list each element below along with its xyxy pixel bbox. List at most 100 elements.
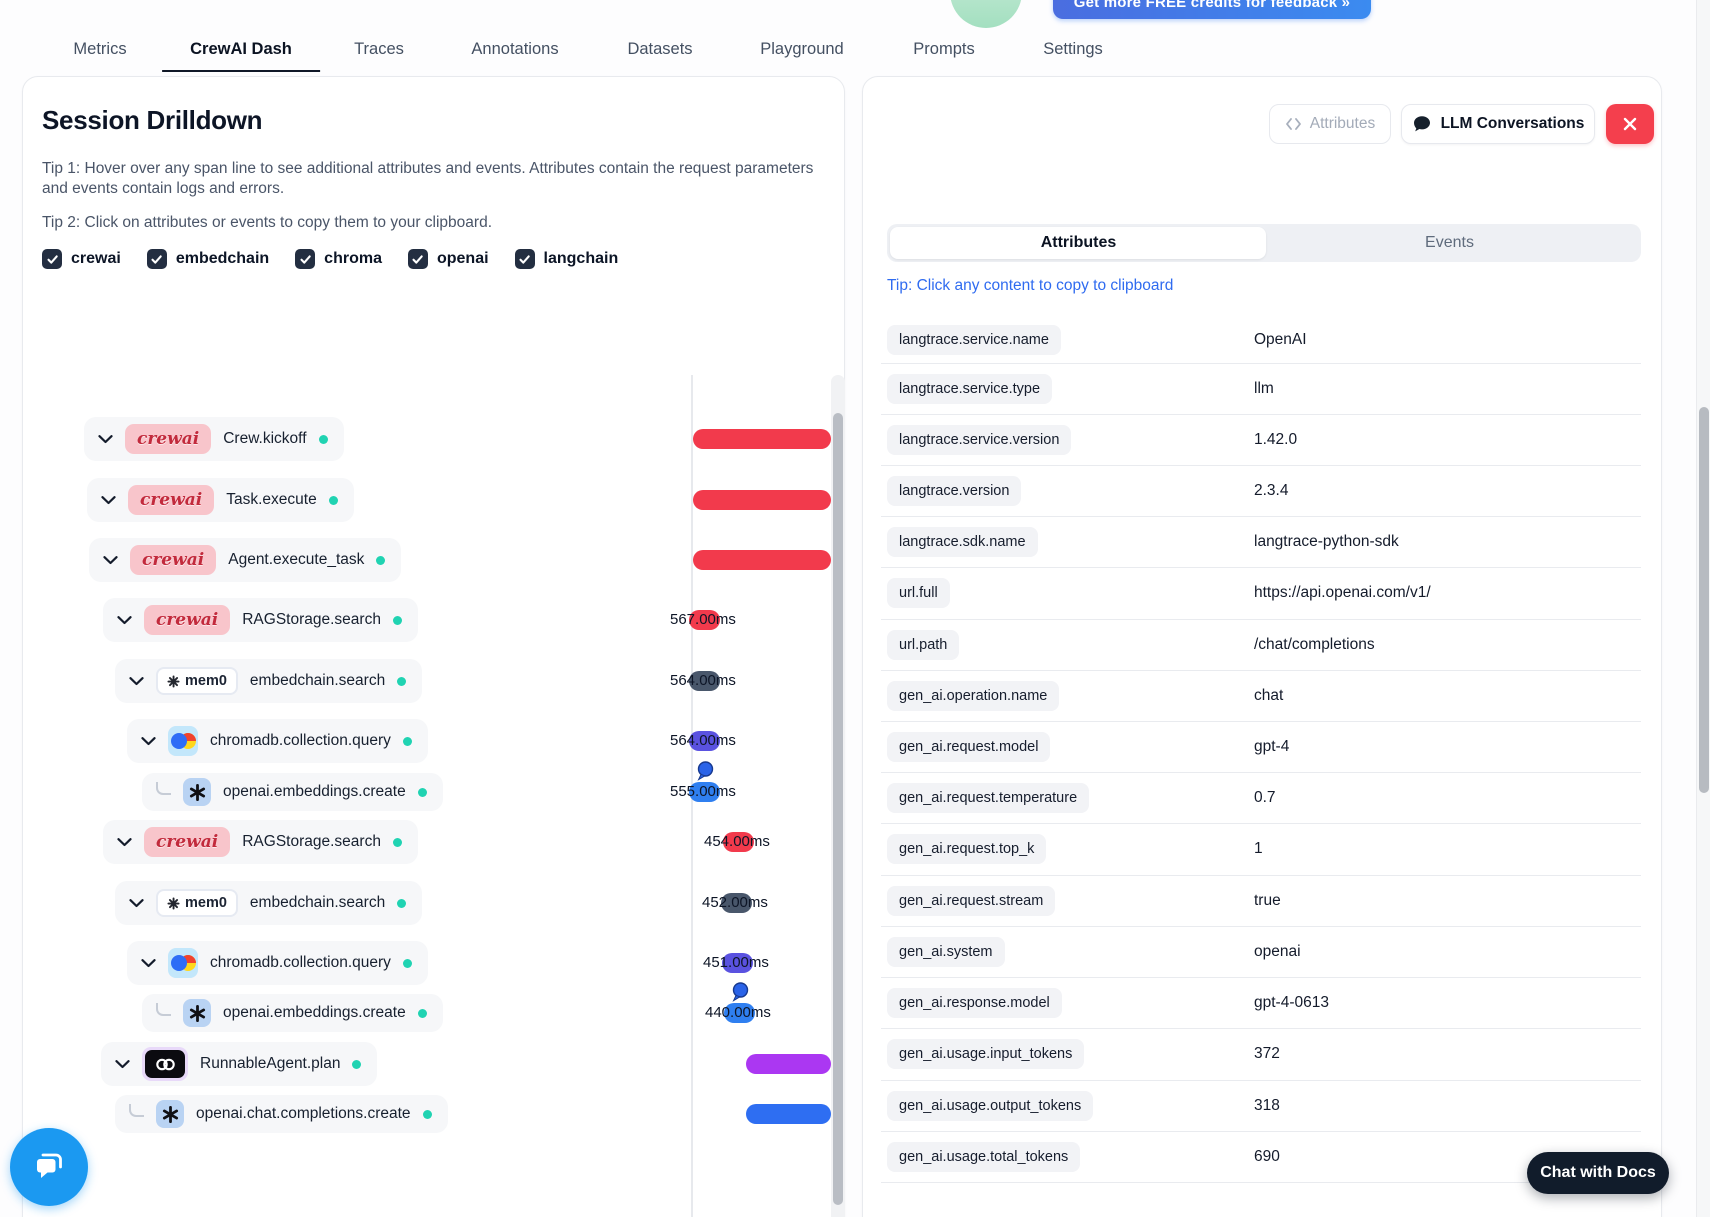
- llm-conversations-button[interactable]: LLM Conversations: [1401, 104, 1595, 144]
- tab-metrics[interactable]: Metrics: [73, 40, 127, 58]
- chevron-down-icon[interactable]: [141, 958, 156, 968]
- attributes-code-button[interactable]: Attributes: [1269, 104, 1391, 144]
- tab-datasets[interactable]: Datasets: [627, 40, 693, 58]
- filter-chroma[interactable]: chroma: [295, 249, 382, 269]
- attribute-value[interactable]: llm: [1254, 379, 1274, 397]
- attribute-key[interactable]: langtrace.service.name: [887, 325, 1061, 355]
- attribute-value[interactable]: 0.7: [1254, 788, 1276, 806]
- span-row-chromadb-collection-query[interactable]: chromadb.collection.query: [127, 941, 428, 985]
- attribute-value[interactable]: 1: [1254, 840, 1263, 857]
- checkbox-checked[interactable]: [407, 249, 428, 269]
- checkbox-checked[interactable]: [514, 249, 535, 269]
- tab-playground[interactable]: Playground: [760, 40, 844, 58]
- attribute-key[interactable]: url.path: [887, 629, 960, 660]
- tree-scrollbar[interactable]: [831, 375, 845, 1217]
- span-duration-bar[interactable]: [689, 610, 720, 630]
- checkbox-checked[interactable]: [42, 249, 62, 269]
- chat-launcher-button[interactable]: [10, 1128, 88, 1206]
- filter-openai[interactable]: openai: [407, 249, 489, 269]
- chevron-down-icon[interactable]: [103, 555, 118, 565]
- attribute-key[interactable]: gen_ai.usage.input_tokens: [887, 1039, 1085, 1069]
- span-row-embedchain-search[interactable]: mem0 embedchain.search: [115, 881, 423, 925]
- span-duration-bar[interactable]: [722, 953, 753, 973]
- avatar[interactable]: [950, 0, 1022, 28]
- chat-with-docs-button[interactable]: Chat with Docs: [1527, 1152, 1669, 1194]
- attribute-value[interactable]: true: [1254, 891, 1281, 909]
- span-row-ragstorage-search[interactable]: crewai RAGStorage.search: [103, 598, 418, 642]
- span-comment-indicator[interactable]: [729, 981, 750, 1007]
- close-button[interactable]: [1606, 104, 1654, 144]
- span-row-openai-chat-completions-create[interactable]: openai.chat.completions.create: [115, 1095, 448, 1133]
- span-duration-bar[interactable]: [723, 832, 754, 852]
- attribute-value[interactable]: 372: [1254, 1045, 1280, 1062]
- filter-langchain[interactable]: langchain: [514, 249, 618, 269]
- page-scrollbar[interactable]: [1696, 0, 1710, 1217]
- attribute-key[interactable]: langtrace.sdk.name: [887, 526, 1038, 557]
- span-comment-indicator[interactable]: [694, 760, 715, 786]
- span-duration-bar[interactable]: [693, 490, 831, 510]
- page-scrollbar-thumb[interactable]: [1699, 407, 1709, 793]
- span-duration-bar[interactable]: [689, 671, 720, 691]
- attribute-value[interactable]: 2.3.4: [1254, 481, 1289, 499]
- attribute-key[interactable]: gen_ai.operation.name: [887, 680, 1060, 711]
- attribute-value[interactable]: gpt-4: [1254, 737, 1290, 755]
- checkbox-checked[interactable]: [146, 249, 167, 269]
- span-duration-bar[interactable]: [746, 1104, 831, 1124]
- checkbox-checked[interactable]: [295, 249, 316, 269]
- span-row-ragstorage-search[interactable]: crewai RAGStorage.search: [103, 820, 418, 864]
- attribute-key[interactable]: gen_ai.response.model: [887, 987, 1062, 1018]
- span-row-openai-embeddings-create[interactable]: openai.embeddings.create: [142, 773, 443, 811]
- chevron-down-icon[interactable]: [129, 898, 144, 908]
- filter-embedchain[interactable]: embedchain: [146, 249, 269, 269]
- attribute-key[interactable]: gen_ai.usage.total_tokens: [887, 1141, 1081, 1172]
- chevron-down-icon[interactable]: [141, 736, 156, 746]
- attribute-value[interactable]: 318: [1254, 1096, 1280, 1114]
- attribute-key[interactable]: langtrace.service.version: [887, 424, 1072, 455]
- attribute-value[interactable]: https://api.openai.com/v1/: [1254, 584, 1431, 601]
- attribute-value[interactable]: 690: [1254, 1147, 1280, 1165]
- span-row-openai-embeddings-create[interactable]: openai.embeddings.create: [142, 994, 443, 1032]
- tab-attributes[interactable]: Attributes: [1040, 234, 1117, 251]
- attribute-value[interactable]: OpenAI: [1254, 331, 1307, 348]
- tab-crewai-dash[interactable]: CrewAI Dash: [162, 28, 320, 72]
- attribute-key[interactable]: url.full: [887, 578, 950, 608]
- span-row-chromadb-collection-query[interactable]: chromadb.collection.query: [127, 719, 428, 763]
- span-duration-bar[interactable]: [724, 1003, 755, 1023]
- attribute-key[interactable]: gen_ai.request.stream: [887, 885, 1056, 916]
- span-duration-bar[interactable]: [693, 429, 831, 449]
- chevron-down-icon[interactable]: [101, 495, 116, 505]
- attribute-value[interactable]: langtrace-python-sdk: [1254, 532, 1399, 550]
- tab-settings[interactable]: Settings: [1043, 40, 1103, 58]
- attribute-key[interactable]: langtrace.version: [887, 475, 1022, 506]
- attribute-key[interactable]: gen_ai.usage.output_tokens: [887, 1090, 1094, 1121]
- filter-crewai[interactable]: crewai: [42, 249, 121, 269]
- attribute-value[interactable]: /chat/completions: [1254, 635, 1375, 653]
- attribute-key[interactable]: gen_ai.request.model: [887, 731, 1051, 762]
- chevron-down-icon[interactable]: [98, 434, 113, 444]
- copy-tip-link[interactable]: Tip: Click any content to copy to clipbo…: [887, 277, 1174, 294]
- attribute-value[interactable]: chat: [1254, 686, 1284, 704]
- span-duration-bar[interactable]: [721, 893, 752, 913]
- tab-annotations[interactable]: Annotations: [471, 40, 559, 58]
- chevron-down-icon[interactable]: [117, 615, 132, 625]
- tab-traces[interactable]: Traces: [354, 40, 404, 58]
- span-duration-bar[interactable]: [689, 782, 720, 802]
- attribute-value[interactable]: gpt-4-0613: [1254, 993, 1329, 1011]
- span-row-agent-execute-task[interactable]: crewai Agent.execute_task: [89, 538, 402, 582]
- attribute-value[interactable]: 1.42.0: [1254, 430, 1298, 448]
- credits-button[interactable]: Get more FREE credits for feedback »: [1053, 0, 1371, 19]
- tree-scrollbar-thumb[interactable]: [833, 413, 843, 1205]
- attribute-value[interactable]: openai: [1254, 942, 1301, 960]
- span-duration-bar[interactable]: [746, 1054, 831, 1074]
- chevron-down-icon[interactable]: [117, 837, 132, 847]
- span-row-runnableagent-plan[interactable]: RunnableAgent.plan: [101, 1042, 378, 1086]
- attribute-key[interactable]: langtrace.service.type: [887, 373, 1053, 404]
- attribute-key[interactable]: gen_ai.request.top_k: [887, 834, 1047, 864]
- attribute-key[interactable]: gen_ai.system: [887, 936, 1005, 967]
- tab-events[interactable]: Events: [1425, 234, 1474, 251]
- span-row-crew-kickoff[interactable]: crewai Crew.kickoff: [84, 417, 344, 461]
- span-row-task-execute[interactable]: crewai Task.execute: [87, 478, 354, 522]
- chevron-down-icon[interactable]: [129, 676, 144, 686]
- span-duration-bar[interactable]: [693, 550, 831, 570]
- chevron-down-icon[interactable]: [115, 1059, 130, 1069]
